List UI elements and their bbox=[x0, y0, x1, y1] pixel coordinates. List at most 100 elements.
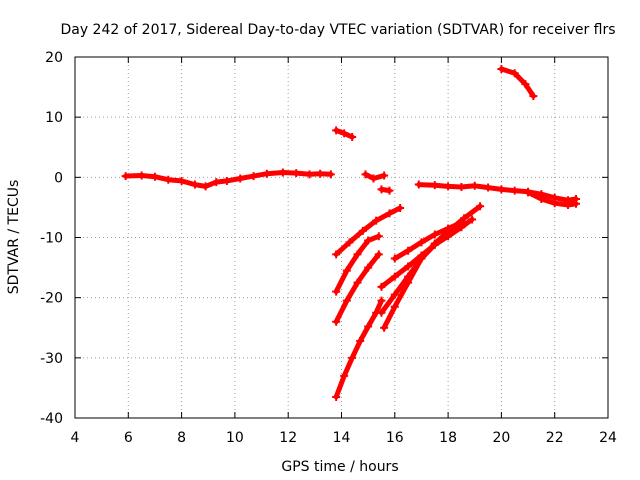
data-point bbox=[342, 266, 351, 275]
data-point bbox=[212, 178, 221, 187]
data-point bbox=[348, 133, 357, 142]
data-point bbox=[316, 169, 325, 178]
data-point bbox=[137, 171, 146, 180]
data-point bbox=[377, 296, 386, 305]
data-point bbox=[164, 175, 173, 184]
data-point bbox=[510, 186, 519, 195]
data-point bbox=[372, 216, 381, 225]
y-tick-label: 10 bbox=[45, 110, 63, 126]
data-point bbox=[236, 174, 245, 183]
y-tick-label: -30 bbox=[40, 351, 63, 367]
data-point bbox=[404, 262, 413, 271]
data-point bbox=[390, 272, 399, 281]
data-series-trace-10 bbox=[333, 251, 382, 325]
data-point bbox=[444, 182, 453, 191]
data-point bbox=[404, 246, 413, 255]
data-series-trace-8 bbox=[333, 205, 403, 257]
data-point bbox=[364, 263, 373, 272]
plot-frame bbox=[74, 56, 609, 419]
data-point bbox=[342, 296, 351, 305]
data-point bbox=[348, 353, 357, 362]
data-point bbox=[476, 202, 485, 211]
x-tick-label: 8 bbox=[177, 430, 186, 446]
x-tick-label: 10 bbox=[226, 430, 244, 446]
data-point bbox=[457, 218, 466, 227]
data-point bbox=[497, 65, 506, 74]
data-series-trace-11 bbox=[333, 298, 384, 400]
data-point bbox=[521, 80, 530, 89]
data-point bbox=[121, 172, 130, 181]
data-point bbox=[332, 317, 341, 326]
data-point bbox=[537, 194, 546, 203]
data-point bbox=[364, 322, 373, 331]
data-point bbox=[377, 308, 386, 317]
data-point bbox=[361, 170, 370, 179]
data-point bbox=[414, 180, 423, 189]
data-point bbox=[572, 199, 581, 208]
data-point bbox=[468, 215, 477, 224]
y-tick-label: 20 bbox=[45, 50, 63, 66]
data-point bbox=[444, 224, 453, 233]
y-tick-label: 0 bbox=[54, 170, 63, 186]
data-point bbox=[262, 169, 271, 178]
data-point bbox=[380, 323, 389, 332]
data-point bbox=[377, 282, 386, 291]
data-point bbox=[417, 238, 426, 247]
data-point bbox=[385, 209, 394, 218]
x-tick-label: 6 bbox=[124, 430, 133, 446]
data-point bbox=[332, 392, 341, 401]
data-point bbox=[550, 199, 559, 208]
data-point bbox=[150, 172, 159, 181]
data-point bbox=[278, 168, 287, 177]
y-tick-label: -20 bbox=[40, 291, 63, 307]
data-point bbox=[396, 204, 405, 213]
data-point bbox=[564, 201, 573, 210]
data-point bbox=[190, 180, 199, 189]
data-point bbox=[374, 232, 383, 241]
data-point bbox=[374, 250, 383, 259]
data-point bbox=[201, 182, 210, 191]
x-tick-label: 4 bbox=[71, 430, 80, 446]
data-point bbox=[390, 302, 399, 311]
data-series bbox=[121, 65, 581, 401]
data-point bbox=[417, 251, 426, 260]
x-tick-label: 24 bbox=[599, 430, 617, 446]
data-point bbox=[430, 230, 439, 239]
x-tick-label: 18 bbox=[439, 430, 457, 446]
y-tick-label: -40 bbox=[40, 411, 63, 427]
data-point bbox=[358, 226, 367, 235]
data-point bbox=[340, 129, 349, 138]
data-point bbox=[356, 336, 365, 345]
chart-title: Day 242 of 2017, Sidereal Day-to-day VTE… bbox=[60, 22, 615, 38]
data-point bbox=[369, 174, 378, 183]
data-point bbox=[353, 278, 362, 287]
x-tick-label: 12 bbox=[279, 430, 297, 446]
data-point bbox=[510, 69, 519, 78]
x-tick-label: 22 bbox=[546, 430, 564, 446]
data-point bbox=[390, 254, 399, 263]
data-point bbox=[390, 290, 399, 299]
x-axis-label: GPS time / hours bbox=[281, 459, 398, 475]
data-point bbox=[292, 169, 301, 178]
data-point bbox=[430, 181, 439, 190]
data-point bbox=[380, 171, 389, 180]
axis-ticks: 4 6 8 10 12 14 16 18 20 22 24 20 10 0 -10 -20 -30 -40 bbox=[40, 50, 617, 446]
data-point bbox=[484, 183, 493, 192]
data-point bbox=[529, 92, 538, 101]
data-point bbox=[222, 176, 231, 185]
data-series-trace-4 bbox=[498, 66, 536, 99]
data-point bbox=[305, 170, 314, 179]
data-point bbox=[177, 176, 186, 185]
data-point bbox=[345, 238, 354, 247]
data-point bbox=[326, 170, 335, 179]
data-point bbox=[332, 287, 341, 296]
grid-lines bbox=[75, 57, 608, 418]
x-tick-label: 16 bbox=[386, 430, 404, 446]
data-point bbox=[430, 240, 439, 249]
data-point bbox=[497, 185, 506, 194]
data-point bbox=[457, 182, 466, 191]
data-point bbox=[332, 126, 341, 135]
data-point bbox=[377, 185, 386, 194]
y-axis-label: SDTVAR / TECUs bbox=[6, 180, 22, 295]
